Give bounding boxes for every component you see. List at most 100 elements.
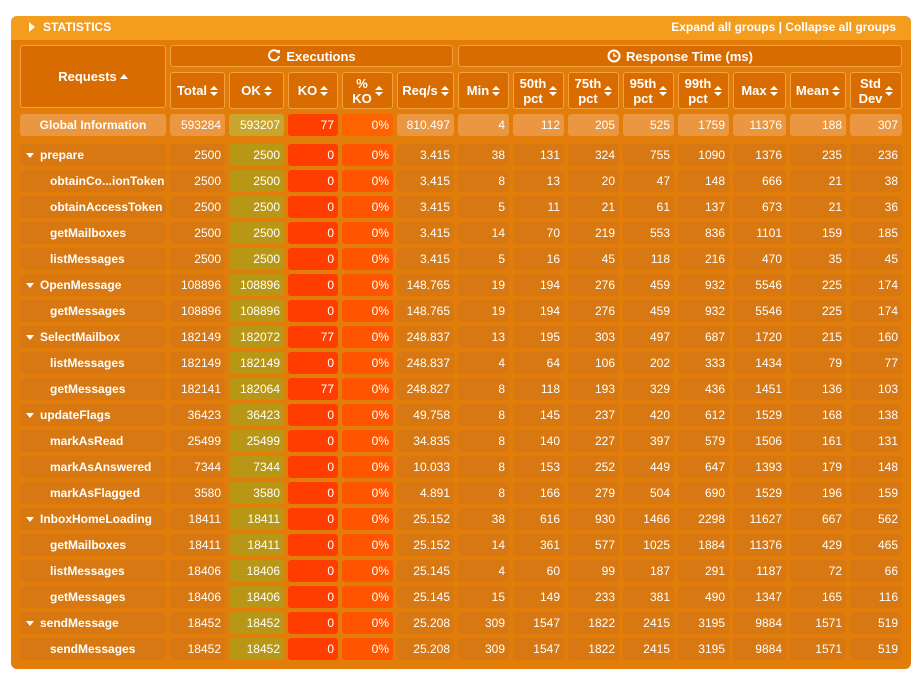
requests-header[interactable]: Requests — [20, 45, 166, 108]
table-cell: 14 — [458, 222, 509, 244]
table-cell: 18452 — [229, 638, 284, 660]
request-row-name-text: markAsFlagged — [50, 486, 141, 500]
table-cell: 0% — [342, 144, 393, 166]
table-cell-text: 309 — [484, 642, 505, 656]
table-cell-text: 0% — [371, 226, 389, 240]
table-cell-text: 36423 — [246, 408, 280, 422]
request-row-name[interactable]: obtainAccessToken — [20, 196, 166, 218]
column-header[interactable]: Max — [733, 72, 786, 109]
table-cell: 276 — [568, 300, 619, 322]
table-cell-text: 1529 — [755, 408, 782, 422]
table-cell: 36 — [850, 196, 902, 218]
request-row-name[interactable]: obtainCo...ionToken — [20, 170, 166, 192]
expand-all-groups-link[interactable]: Expand all groups — [671, 20, 776, 34]
request-row-name[interactable]: listMessages — [20, 248, 166, 270]
group-row-name[interactable]: SelectMailbox — [20, 326, 166, 348]
collapse-caret-icon[interactable] — [26, 153, 34, 158]
table-cell: 149 — [513, 586, 564, 608]
table-cell-text: 5546 — [755, 278, 782, 292]
requests-header-text: Requests — [58, 69, 117, 84]
column-header[interactable]: Mean — [790, 72, 846, 109]
collapse-caret-icon[interactable] — [26, 283, 34, 288]
table-cell-text: 0 — [327, 356, 334, 370]
table-cell: 21 — [790, 196, 846, 218]
group-row-name[interactable]: OpenMessage — [20, 274, 166, 296]
column-header[interactable]: Req/s — [397, 72, 454, 109]
table-cell-text: 225 — [821, 304, 842, 318]
sort-icon — [604, 85, 613, 96]
table-cell-text: 35 — [828, 252, 842, 266]
table-cell: 1393 — [733, 456, 786, 478]
request-row-name[interactable]: getMessages — [20, 300, 166, 322]
table-cell: 61 — [623, 196, 674, 218]
global-cell: 307 — [850, 114, 902, 136]
column-header[interactable]: KO — [288, 72, 338, 109]
column-header[interactable]: Std Dev — [850, 72, 902, 109]
column-header[interactable]: % KO — [342, 72, 393, 109]
collapse-caret-icon[interactable] — [26, 335, 34, 340]
request-row-name[interactable]: getMessages — [20, 378, 166, 400]
table-cell-text: 690 — [704, 486, 725, 500]
statistics-toggle[interactable]: STATISTICS — [25, 20, 111, 34]
group-row-name[interactable]: updateFlags — [20, 404, 166, 426]
table-cell-text: 519 — [877, 642, 898, 656]
table-cell-text: 18452 — [246, 616, 280, 630]
request-row-name[interactable]: getMailboxes — [20, 222, 166, 244]
column-header[interactable]: Total — [170, 72, 225, 109]
table-cell: 324 — [568, 144, 619, 166]
table-cell: 673 — [733, 196, 786, 218]
table-cell-text: 666 — [761, 174, 782, 188]
request-row-name[interactable]: markAsFlagged — [20, 482, 166, 504]
table-cell-text: 3195 — [698, 642, 725, 656]
table-cell: 1025 — [623, 534, 674, 556]
request-row-name[interactable]: markAsRead — [20, 430, 166, 452]
collapse-all-groups-link[interactable]: Collapse all groups — [785, 20, 896, 34]
request-row-name[interactable]: getMailboxes — [20, 534, 166, 556]
table-cell-text: 159 — [821, 226, 842, 240]
group-row-name[interactable]: prepare — [20, 144, 166, 166]
table-cell-text: 755 — [649, 148, 670, 162]
request-row-name[interactable]: listMessages — [20, 560, 166, 582]
table-cell: 0% — [342, 456, 393, 478]
collapse-caret-icon[interactable] — [26, 413, 34, 418]
group-row-name[interactable]: InboxHomeLoading — [20, 508, 166, 530]
table-cell: 47 — [623, 170, 674, 192]
table-cell: 108896 — [170, 274, 225, 296]
table-cell-text: 140 — [539, 434, 560, 448]
table-cell-text: 36 — [884, 200, 898, 214]
table-cell: 361 — [513, 534, 564, 556]
table-cell-text: 562 — [877, 512, 898, 526]
collapse-caret-icon[interactable] — [26, 517, 34, 522]
column-header[interactable]: Min — [458, 72, 509, 109]
table-cell: 2500 — [229, 222, 284, 244]
request-row-name[interactable]: getMessages — [20, 586, 166, 608]
global-cell-text: 525 — [649, 118, 670, 132]
column-header[interactable]: 99th pct — [678, 72, 729, 109]
table-cell: 836 — [678, 222, 729, 244]
table-cell-text: 25.152 — [413, 538, 450, 552]
column-header[interactable]: OK — [229, 72, 284, 109]
column-header[interactable]: 95th pct — [623, 72, 674, 109]
request-row-name[interactable]: listMessages — [20, 352, 166, 374]
table-cell: 0 — [288, 144, 338, 166]
collapse-caret-icon[interactable] — [26, 621, 34, 626]
table-cell: 79 — [790, 352, 846, 374]
group-row-name[interactable]: sendMessage — [20, 612, 166, 634]
table-cell: 236 — [850, 144, 902, 166]
column-header[interactable]: 50th pct — [513, 72, 564, 109]
request-row-name[interactable]: sendMessages — [20, 638, 166, 660]
table-cell: 233 — [568, 586, 619, 608]
table-cell-text: 1571 — [815, 642, 842, 656]
column-header[interactable]: 75th pct — [568, 72, 619, 109]
global-cell: 593207 — [229, 114, 284, 136]
table-cell: 309 — [458, 612, 509, 634]
table-cell-text: 160 — [877, 330, 898, 344]
global-information-label-text: Global Information — [39, 118, 147, 132]
table-cell: 19 — [458, 274, 509, 296]
table-cell: 25.208 — [397, 638, 454, 660]
sort-icon — [714, 85, 723, 96]
table-cell: 148 — [678, 170, 729, 192]
request-row-name[interactable]: markAsAnswered — [20, 456, 166, 478]
table-cell: 1529 — [733, 482, 786, 504]
table-cell: 252 — [568, 456, 619, 478]
